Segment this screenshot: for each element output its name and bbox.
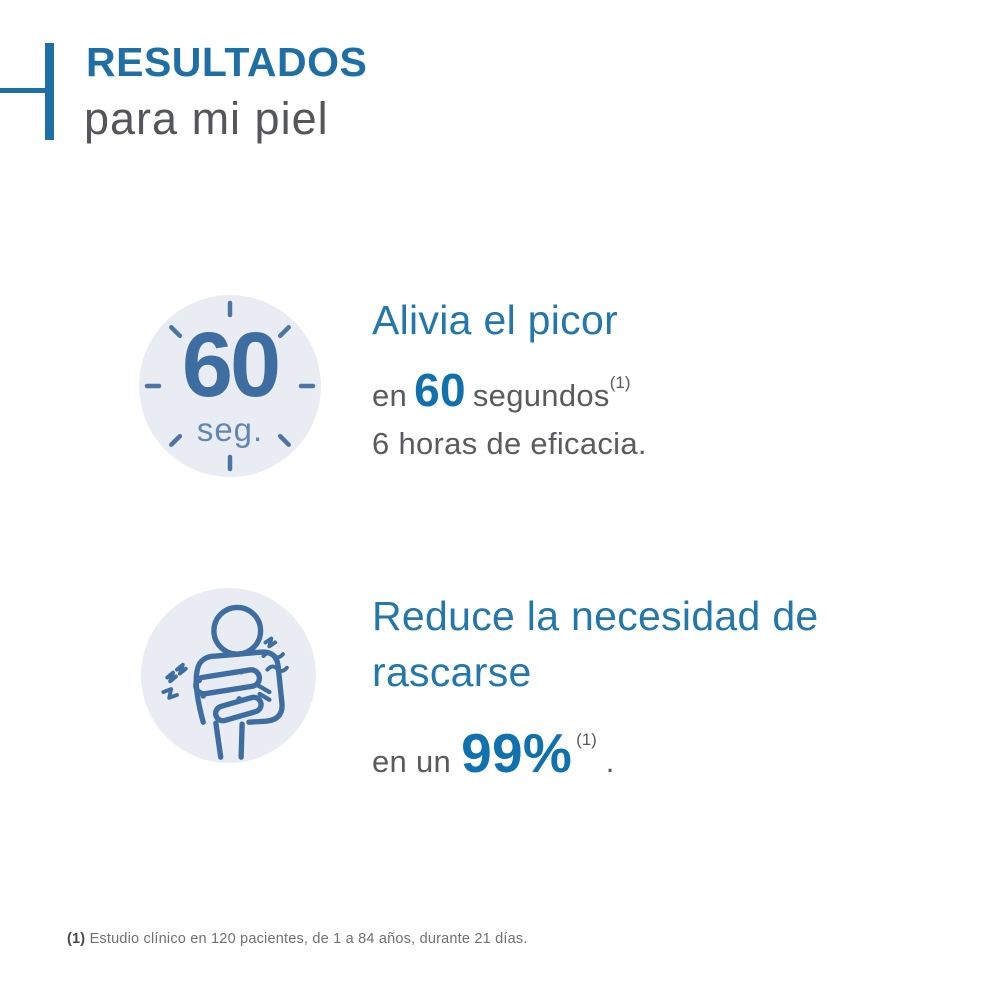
footnote-text: Estudio clínico en 120 pacientes, de 1 a… [89,931,528,947]
header-accent-vertical-bar [45,43,54,140]
stat-end-period: . [605,743,615,779]
stat-prefix: en [372,377,408,413]
timer-value: 60 [181,314,281,417]
stat-prefix: en un [372,743,452,779]
page-title: RESULTADOS [86,39,368,85]
page-subtitle: para mi piel [84,93,329,144]
stat-value: 99% [461,721,573,784]
benefit-scratch-reduction: Reduce la necesidad de rascarse en un 99%… [372,589,819,785]
header-accent-horizontal-line [0,88,45,93]
footnote-reference: (1) [576,729,597,749]
benefit-heading: Alivia el picor [372,297,619,343]
benefit-heading-line1: Reduce la necesidad de [372,593,819,639]
person-scratching-drawing [161,604,289,760]
benefit-heading-line2: rascarse [372,648,532,695]
footnote: (1) Estudio clínico en 120 pacientes, de… [67,931,528,947]
benefit-itch-relief: Alivia el picor en 60 segundos(1) 6 horas … [372,293,647,462]
benefit-stat-line: en 60 segundos(1) [372,363,647,417]
footnote-reference: (1) [609,372,631,392]
timer-unit: seg. [196,410,264,448]
stat-value: 60 [414,363,466,416]
stat-suffix: segundos [472,377,610,413]
person-scratching-icon [141,588,316,763]
benefit-stat-line: en un 99% (1) . [372,721,819,785]
benefit-extra-line: 6 horas de eficacia. [372,425,647,461]
clock-tick-marks-icon [144,300,316,472]
footnote-ref: (1) [67,931,86,947]
timer-60-seconds-icon: 60 seg. [139,295,321,477]
